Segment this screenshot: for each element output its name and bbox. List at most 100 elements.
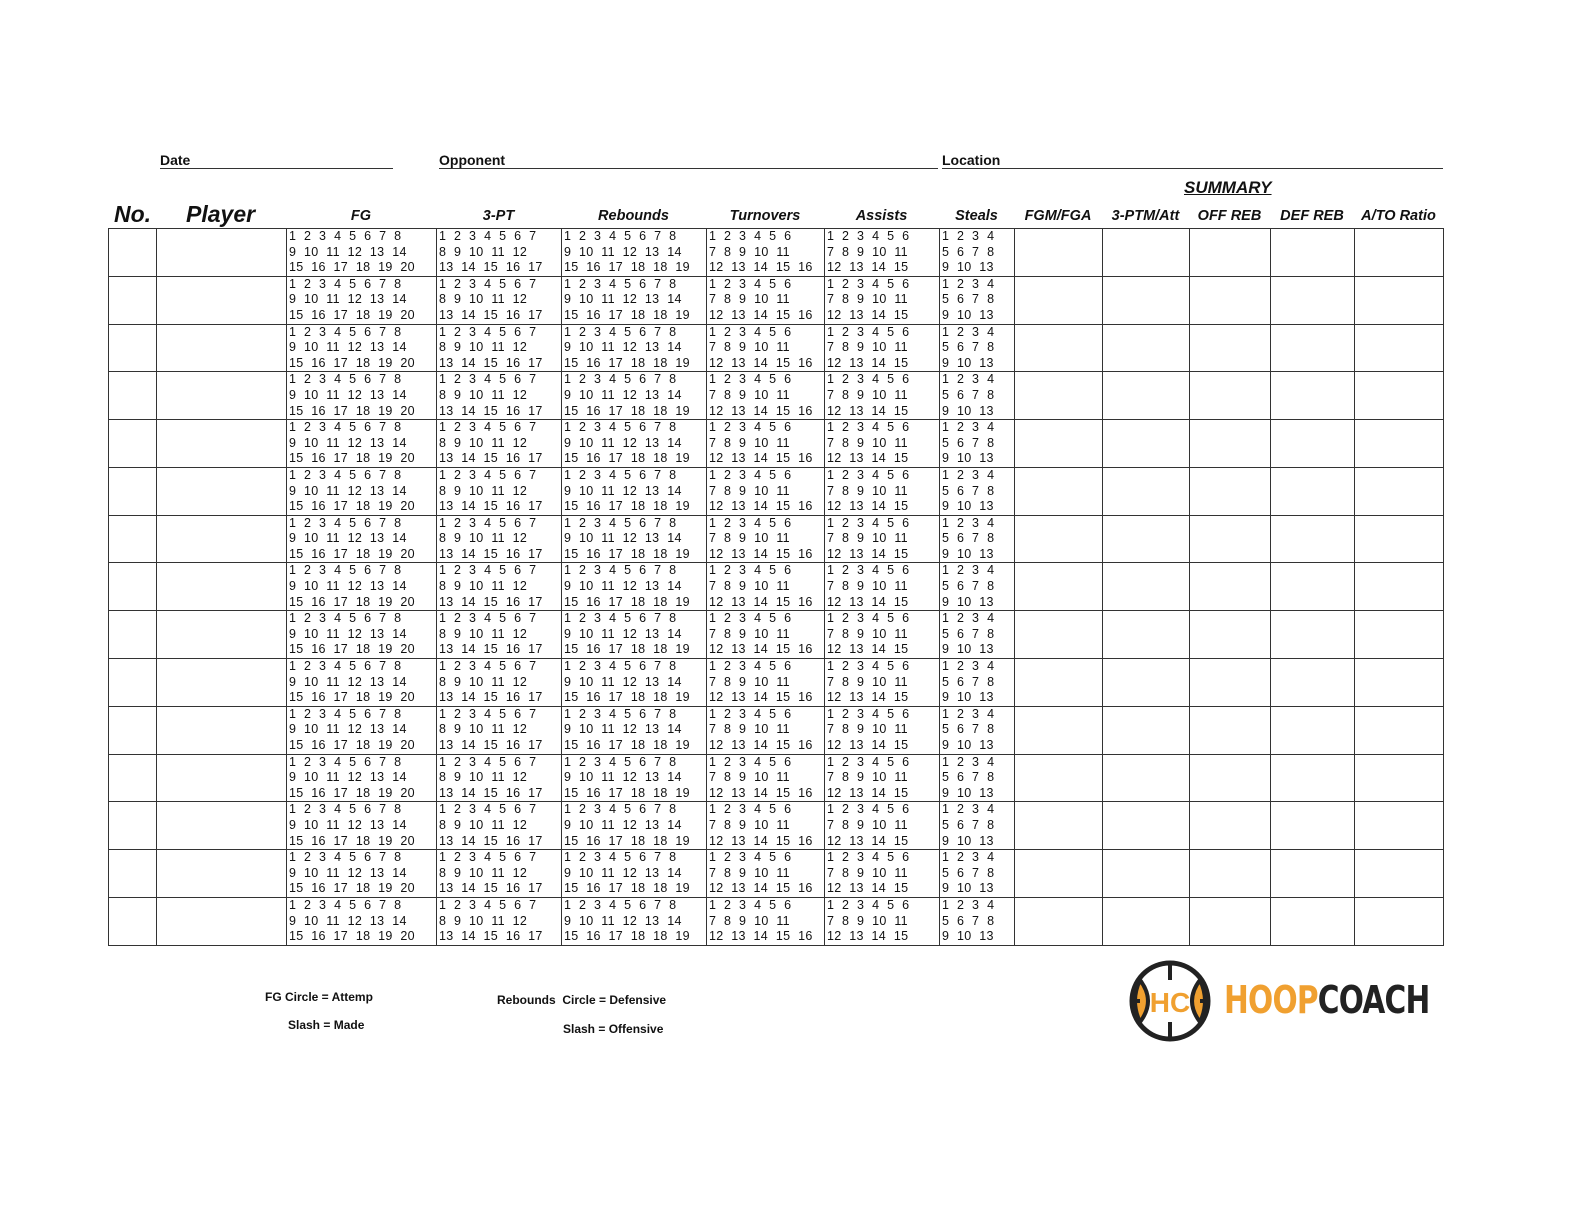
def-reb-cell[interactable] <box>1270 849 1355 898</box>
player-name-cell[interactable] <box>156 705 287 755</box>
fgm-fga-cell[interactable] <box>1014 371 1103 421</box>
player-name-cell[interactable] <box>156 753 287 803</box>
player-name-cell[interactable] <box>156 562 287 612</box>
fgm-fga-cell[interactable] <box>1014 228 1103 277</box>
off-reb-cell[interactable] <box>1189 658 1271 707</box>
def-reb-cell[interactable] <box>1270 323 1355 373</box>
off-reb-cell[interactable] <box>1189 419 1271 468</box>
3ptm-att-cell[interactable] <box>1102 705 1190 755</box>
def-reb-cell[interactable] <box>1270 514 1355 564</box>
number-cell[interactable] <box>108 371 157 421</box>
number-cell[interactable] <box>108 562 157 612</box>
number-cell[interactable] <box>108 705 157 755</box>
off-reb-cell[interactable] <box>1189 849 1271 898</box>
3ptm-att-cell[interactable] <box>1102 275 1190 325</box>
def-reb-cell[interactable] <box>1270 705 1355 755</box>
3ptm-att-cell[interactable] <box>1102 610 1190 660</box>
off-reb-cell[interactable] <box>1189 801 1271 851</box>
def-reb-cell[interactable] <box>1270 610 1355 660</box>
off-reb-cell[interactable] <box>1189 562 1271 612</box>
number-cell[interactable] <box>108 753 157 803</box>
number-cell[interactable] <box>108 514 157 564</box>
off-reb-cell[interactable] <box>1189 323 1271 373</box>
3ptm-att-cell[interactable] <box>1102 562 1190 612</box>
off-reb-cell[interactable] <box>1189 466 1271 516</box>
3ptm-att-cell[interactable] <box>1102 466 1190 516</box>
ato-ratio-cell[interactable] <box>1354 371 1444 421</box>
fgm-fga-cell[interactable] <box>1014 610 1103 660</box>
def-reb-cell[interactable] <box>1270 419 1355 468</box>
player-name-cell[interactable] <box>156 801 287 851</box>
3ptm-att-cell[interactable] <box>1102 228 1190 277</box>
ato-ratio-cell[interactable] <box>1354 228 1444 277</box>
3ptm-att-cell[interactable] <box>1102 849 1190 898</box>
fgm-fga-cell[interactable] <box>1014 562 1103 612</box>
fgm-fga-cell[interactable] <box>1014 466 1103 516</box>
fgm-fga-cell[interactable] <box>1014 705 1103 755</box>
def-reb-cell[interactable] <box>1270 658 1355 707</box>
date-field[interactable]: Date <box>160 152 393 169</box>
3ptm-att-cell[interactable] <box>1102 371 1190 421</box>
player-name-cell[interactable] <box>156 514 287 564</box>
player-name-cell[interactable] <box>156 228 287 277</box>
off-reb-cell[interactable] <box>1189 371 1271 421</box>
fgm-fga-cell[interactable] <box>1014 896 1103 946</box>
ato-ratio-cell[interactable] <box>1354 896 1444 946</box>
number-cell[interactable] <box>108 896 157 946</box>
player-name-cell[interactable] <box>156 610 287 660</box>
number-cell[interactable] <box>108 849 157 898</box>
ato-ratio-cell[interactable] <box>1354 753 1444 803</box>
ato-ratio-cell[interactable] <box>1354 275 1444 325</box>
number-cell[interactable] <box>108 610 157 660</box>
3ptm-att-cell[interactable] <box>1102 658 1190 707</box>
off-reb-cell[interactable] <box>1189 896 1271 946</box>
number-cell[interactable] <box>108 466 157 516</box>
fgm-fga-cell[interactable] <box>1014 801 1103 851</box>
ato-ratio-cell[interactable] <box>1354 419 1444 468</box>
player-name-cell[interactable] <box>156 371 287 421</box>
fgm-fga-cell[interactable] <box>1014 514 1103 564</box>
ato-ratio-cell[interactable] <box>1354 562 1444 612</box>
player-name-cell[interactable] <box>156 419 287 468</box>
